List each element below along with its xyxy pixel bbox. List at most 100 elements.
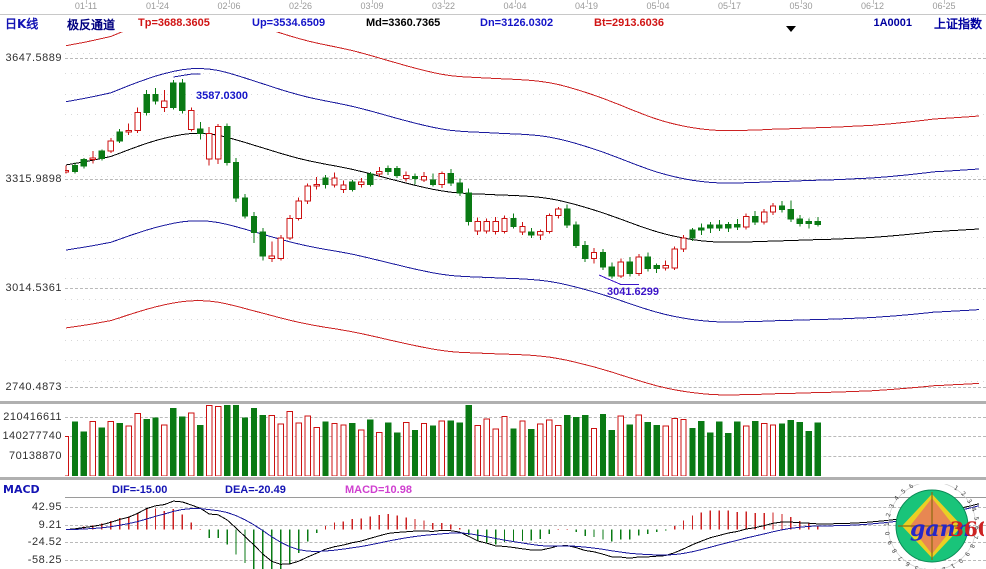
candlestick[interactable] — [161, 100, 168, 108]
candlestick[interactable] — [385, 167, 392, 172]
volume-bar[interactable] — [393, 432, 401, 476]
candlestick[interactable] — [555, 208, 562, 216]
candlestick[interactable] — [608, 266, 616, 277]
candlestick[interactable] — [572, 224, 580, 246]
candlestick[interactable] — [429, 179, 437, 185]
candlestick[interactable] — [581, 244, 589, 259]
candlestick[interactable] — [590, 252, 598, 259]
candlestick[interactable] — [483, 220, 490, 232]
candlestick[interactable] — [295, 200, 302, 219]
volume-bar[interactable] — [787, 419, 795, 476]
candlestick[interactable] — [304, 185, 311, 202]
volume-bar[interactable] — [519, 420, 526, 476]
volume-bar[interactable] — [671, 417, 678, 476]
candlestick[interactable] — [349, 181, 356, 190]
volume-bar[interactable] — [65, 436, 70, 477]
candlestick[interactable] — [787, 209, 795, 220]
candlestick[interactable] — [743, 215, 750, 228]
candlestick[interactable] — [402, 175, 410, 180]
volume-bar[interactable] — [590, 428, 598, 477]
candlestick[interactable] — [322, 177, 329, 185]
kline-period-label[interactable]: 日K线 — [5, 17, 39, 31]
candlestick[interactable] — [501, 218, 508, 233]
candlestick[interactable] — [376, 170, 383, 175]
volume-bar[interactable] — [152, 417, 159, 476]
volume-bar[interactable] — [376, 432, 383, 476]
volume-bar[interactable] — [751, 421, 759, 477]
volume-bar[interactable] — [116, 423, 123, 476]
candlestick[interactable] — [393, 167, 401, 177]
volume-bar[interactable] — [331, 422, 338, 476]
volume-bar[interactable] — [465, 404, 472, 476]
candlestick[interactable] — [223, 125, 231, 164]
volume-bar[interactable] — [206, 404, 213, 476]
volume-bar[interactable] — [537, 423, 544, 476]
volume-bar[interactable] — [420, 423, 428, 476]
candlestick[interactable] — [125, 130, 132, 133]
candlestick[interactable] — [599, 252, 607, 268]
candlestick[interactable] — [438, 173, 446, 185]
macd-panel[interactable]: MACD 42.95 9.21 -24.52 -58.25 DIF=-15.00 DEA… — [0, 482, 986, 569]
volume-bar[interactable] — [698, 421, 705, 476]
volume-bar[interactable] — [304, 415, 311, 476]
volume-bar[interactable] — [197, 424, 204, 476]
volume-bar[interactable] — [456, 422, 464, 476]
candlestick[interactable] — [232, 162, 240, 199]
volume-bar[interactable] — [608, 430, 616, 476]
volume-bar[interactable] — [402, 422, 410, 477]
candlestick[interactable] — [331, 177, 338, 186]
volume-bar[interactable] — [599, 414, 607, 476]
candlestick[interactable] — [564, 208, 571, 226]
candlestick[interactable] — [268, 255, 276, 259]
volume-bar[interactable] — [250, 408, 258, 476]
volume-bar[interactable] — [760, 423, 768, 476]
volume-bar[interactable] — [743, 425, 750, 476]
candlestick[interactable] — [152, 93, 159, 102]
volume-bar[interactable] — [814, 422, 821, 476]
volume-bar[interactable] — [474, 425, 481, 476]
candlestick[interactable] — [760, 211, 768, 223]
candlestick[interactable] — [474, 220, 481, 232]
volume-bar[interactable] — [662, 425, 669, 476]
volume-bar[interactable] — [89, 421, 97, 476]
volume-bar[interactable] — [71, 421, 79, 476]
candlestick[interactable] — [116, 131, 123, 142]
volume-bar[interactable] — [125, 425, 132, 476]
candlestick[interactable] — [814, 220, 821, 225]
volume-bar[interactable] — [429, 425, 437, 476]
candlestick[interactable] — [662, 265, 669, 269]
candlestick[interactable] — [98, 150, 105, 159]
volume-bar[interactable] — [626, 424, 633, 476]
candlestick[interactable] — [769, 205, 777, 213]
candlestick[interactable] — [241, 197, 249, 217]
volume-bar[interactable] — [653, 425, 660, 476]
candlestick[interactable] — [734, 223, 741, 228]
volume-bar[interactable] — [805, 431, 812, 476]
volume-bar[interactable] — [483, 418, 490, 476]
candlestick[interactable] — [259, 231, 267, 257]
candlestick[interactable] — [107, 140, 114, 152]
volume-bar[interactable] — [492, 428, 499, 476]
volume-bar[interactable] — [161, 424, 168, 476]
volume-bar[interactable] — [555, 424, 562, 476]
candlestick[interactable] — [179, 82, 186, 111]
candlestick[interactable] — [519, 225, 526, 233]
volume-bar[interactable] — [232, 404, 240, 476]
candlestick[interactable] — [197, 128, 204, 135]
candlestick[interactable] — [456, 182, 464, 194]
volume-bar[interactable] — [179, 416, 186, 476]
candlestick[interactable] — [528, 231, 535, 236]
chevron-down-icon[interactable] — [786, 26, 796, 32]
candlestick[interactable] — [635, 256, 642, 275]
volume-bar[interactable] — [438, 420, 446, 476]
candlestick[interactable] — [671, 248, 678, 269]
volume-bar[interactable] — [214, 406, 222, 476]
candlestick[interactable] — [80, 159, 88, 167]
candlestick[interactable] — [626, 261, 633, 275]
volume-bar[interactable] — [564, 415, 571, 477]
candlestick[interactable] — [89, 157, 97, 161]
candlestick[interactable] — [778, 205, 786, 211]
candlestick[interactable] — [796, 218, 804, 225]
candlestick[interactable] — [340, 184, 347, 191]
candlestick[interactable] — [367, 173, 374, 185]
